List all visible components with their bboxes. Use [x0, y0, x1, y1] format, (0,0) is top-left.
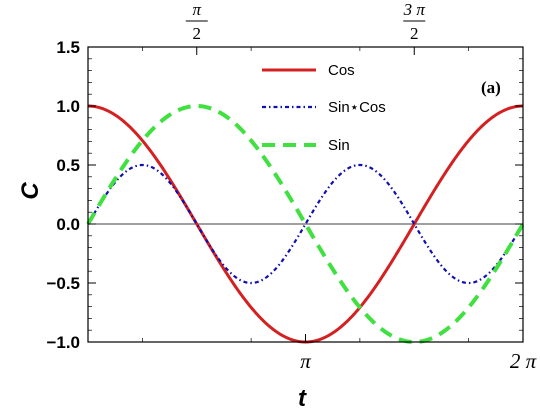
x-tick-label: π: [300, 349, 311, 373]
y-tick-label: 1.5: [56, 38, 80, 57]
axes-layer: −1.0 −0.5 0.0 0.5 1.0 1.5 π 2 π π 2 3 π 2: [46, 0, 536, 373]
y-tick-label: −1.0: [46, 333, 80, 352]
legend: Cos Sin⋆Cos Sin: [262, 62, 386, 154]
top-tick-denominator: 2: [193, 24, 202, 43]
legend-label: Sin⋆Cos: [328, 99, 386, 116]
plot-frame: [87, 46, 524, 343]
y-axis-title: C: [17, 182, 44, 200]
legend-label: Cos: [328, 62, 355, 79]
x-tick-label: 2 π: [510, 349, 537, 373]
y-tick-label: 0.0: [56, 215, 80, 234]
y-tick-label: 0.5: [56, 156, 80, 175]
y-tick-label: −0.5: [46, 274, 80, 293]
top-tick-numerator: π: [192, 0, 201, 19]
chart-annotation: (a): [481, 78, 501, 97]
top-tick-denominator: 2: [410, 24, 419, 43]
top-tick-numerator: 3 π: [403, 0, 426, 19]
legend-label: Sin: [328, 137, 350, 154]
y-tick-label: 1.0: [56, 97, 80, 116]
x-axis-title: t: [298, 385, 307, 412]
